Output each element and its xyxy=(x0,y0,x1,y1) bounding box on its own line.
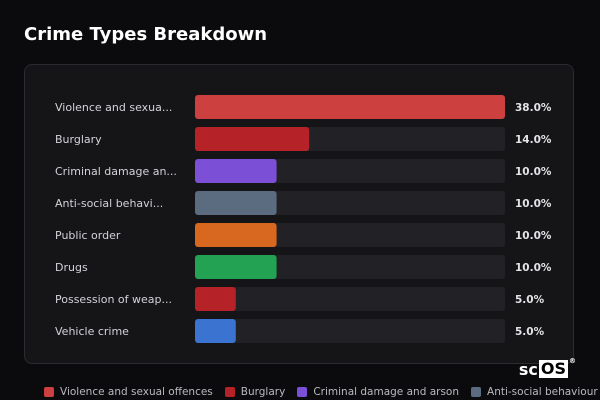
bar[interactable] xyxy=(195,159,277,183)
scos-logo: sc OS ® xyxy=(518,357,576,379)
chart-legend: Violence and sexual offences Burglary Crim… xyxy=(44,386,598,398)
legend-swatch xyxy=(44,387,54,397)
bar-chart: Violence and sexua... 38.0% Burglary 14.0% C… xyxy=(55,95,552,343)
bar[interactable] xyxy=(195,95,505,119)
category-label: Drugs xyxy=(55,261,88,274)
legend-item[interactable]: Burglary xyxy=(224,386,286,398)
category-label: Vehicle crime xyxy=(55,325,129,338)
value-label: 5.0% xyxy=(515,294,545,306)
legend-swatch xyxy=(471,387,482,397)
bar-track xyxy=(195,319,505,343)
bar[interactable] xyxy=(195,287,236,311)
chart-title: Crime Types Breakdown xyxy=(24,24,268,45)
bar-track xyxy=(195,287,505,311)
logo-registered-mark: ® xyxy=(569,357,576,365)
category-label: Possession of weap... xyxy=(55,293,172,306)
bar[interactable] xyxy=(195,127,310,151)
logo-box-text: OS xyxy=(538,359,568,378)
legend-swatch xyxy=(297,387,308,397)
legend-label: Criminal damage and arson xyxy=(313,386,460,398)
category-label: Burglary xyxy=(55,133,102,146)
value-label: 10.0% xyxy=(515,198,552,210)
legend-label: Anti-social behaviour xyxy=(487,386,598,398)
legend-item[interactable]: Violence and sexual offences xyxy=(44,386,213,398)
value-label: 10.0% xyxy=(515,262,552,274)
value-label: 14.0% xyxy=(515,134,552,146)
chart-panel: Violence and sexua... 38.0% Burglary 14.0% C… xyxy=(24,64,574,364)
value-label: 5.0% xyxy=(515,326,545,338)
logo-text: sc xyxy=(518,359,538,379)
legend-item[interactable]: Criminal damage and arson xyxy=(297,386,459,398)
category-label: Anti-social behavi... xyxy=(55,197,163,210)
legend-label: Violence and sexual offences xyxy=(60,386,213,398)
category-label: Criminal damage an... xyxy=(55,165,177,178)
bar[interactable] xyxy=(195,191,277,215)
legend-swatch xyxy=(224,387,235,397)
value-label: 10.0% xyxy=(515,230,552,242)
value-label: 38.0% xyxy=(515,102,552,114)
value-label: 10.0% xyxy=(515,166,552,178)
bar[interactable] xyxy=(195,255,277,279)
bar[interactable] xyxy=(195,223,277,247)
category-label: Public order xyxy=(55,229,121,242)
bar[interactable] xyxy=(195,319,236,343)
legend-label: Burglary xyxy=(240,386,286,398)
legend-item[interactable]: Anti-social behaviour xyxy=(471,386,598,398)
category-label: Violence and sexua... xyxy=(55,101,172,114)
